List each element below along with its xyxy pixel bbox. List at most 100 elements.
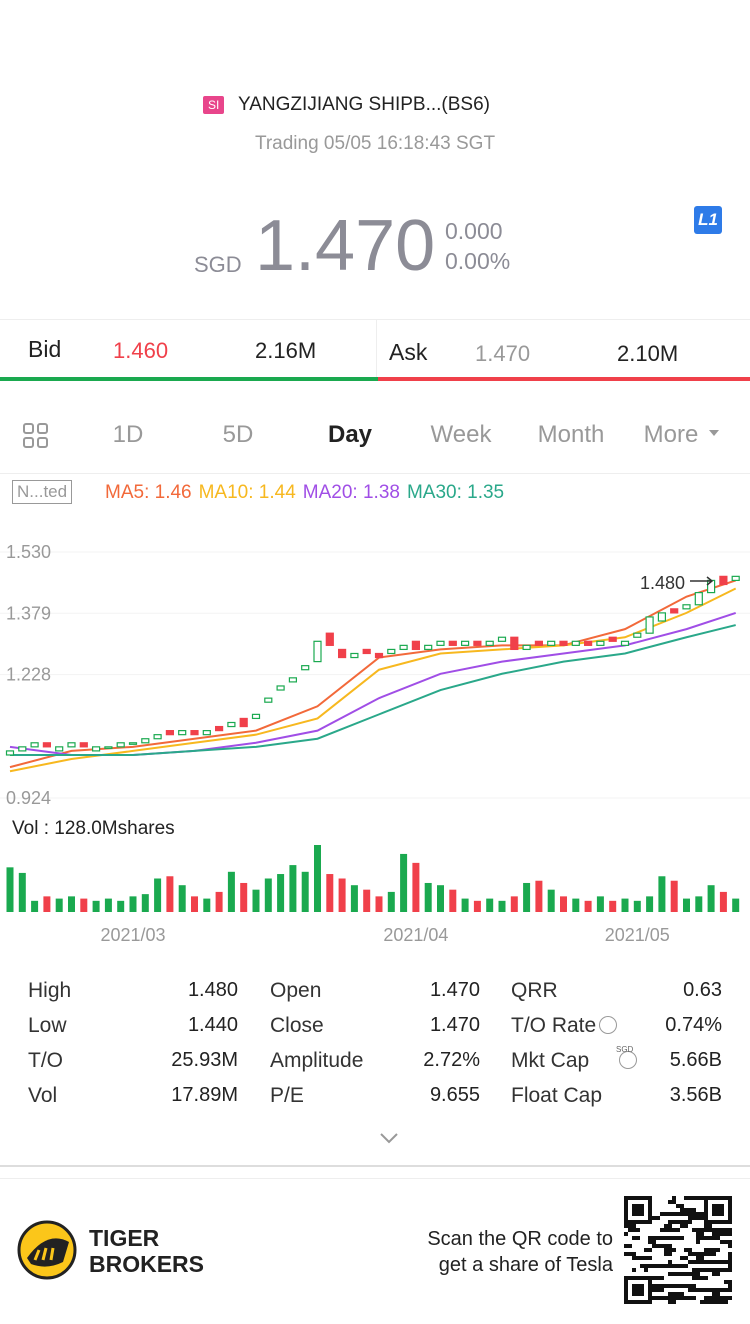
y-tick-label: 1.228 [6,665,51,685]
qr-module [656,1276,660,1280]
qr-module [632,1220,636,1224]
bid-bar [0,377,378,381]
qr-module [724,1196,728,1200]
qr-module [696,1228,700,1232]
qr-module [624,1232,628,1236]
qr-module [712,1228,716,1232]
candle-body [534,640,544,646]
qr-module [668,1296,672,1300]
qr-module [676,1228,680,1232]
qr-module [664,1212,668,1216]
qr-module [720,1212,724,1216]
candle-body [5,750,15,756]
qr-module [704,1212,708,1216]
qr-module [672,1292,676,1296]
qr-module [696,1272,700,1276]
qr-module [712,1272,716,1276]
qr-module [704,1300,708,1304]
qr-module [668,1264,672,1268]
qr-module [668,1260,672,1264]
qr-module [696,1240,700,1244]
qr-module [652,1296,656,1300]
qr-module [700,1276,704,1280]
tab[interactable]: Day [327,421,373,448]
legend-item: MA20: 1.38 [302,482,400,503]
qr-module [632,1288,636,1292]
layout-icon[interactable] [22,422,50,450]
qr-module [664,1248,668,1252]
volume-bar [658,876,666,912]
y-tick-label: 0.924 [6,788,51,808]
tab[interactable]: 5D [222,421,254,448]
stat-value: 1.440 [187,1014,238,1036]
qr-module [644,1264,648,1268]
qr-module [728,1288,732,1292]
qr-module [716,1248,720,1252]
level-badge[interactable]: L1 [694,206,722,234]
adjust-button[interactable]: N...ted [12,480,73,504]
qr-module [680,1256,684,1260]
qr-module [728,1284,732,1288]
qr-module [652,1236,656,1240]
qr-module [640,1288,644,1292]
qr-module [728,1220,732,1224]
candle-body [510,636,519,651]
qr-module [672,1300,676,1304]
candle-body [141,738,150,744]
volume-bar [695,896,703,912]
qr-module [676,1264,680,1268]
y-tick-label: 1.379 [6,603,51,623]
qr-module [700,1252,704,1256]
volume-bar [31,900,39,912]
tab[interactable]: More [643,421,699,448]
info-icon[interactable] [599,1016,617,1034]
qr-module [688,1220,692,1224]
candle-body [387,648,396,655]
volume-bar [683,898,690,912]
info-icon[interactable] [619,1051,637,1069]
legend-item: MA30: 1.35 [406,482,505,503]
qr-module [676,1212,680,1216]
qr-module [716,1212,720,1216]
qr-module [720,1228,724,1232]
qr-module [696,1252,700,1256]
volume-bar [732,898,740,912]
candle-body [91,746,101,752]
qr-module [684,1196,688,1200]
stat-value: 1.470 [429,979,480,1001]
candle-body [657,612,667,622]
qr-module [652,1284,656,1288]
qr-module [708,1236,712,1240]
candle-body [215,725,224,732]
qr-module [672,1220,676,1224]
qr-module [632,1224,636,1228]
tab[interactable]: Month [537,421,605,448]
candle-body [190,730,199,736]
volume-bar [412,862,420,912]
qr-module [624,1296,628,1300]
ma-line [9,587,737,773]
tab[interactable]: Week [430,421,492,448]
candle-body [128,742,138,745]
volume-bar [314,845,321,912]
qr-module [640,1284,644,1288]
candle-body [264,697,273,703]
expand-arrow[interactable] [378,1130,400,1146]
volume-bar [375,896,383,912]
qr-module [648,1292,652,1296]
qr-module [704,1204,708,1208]
qr-code[interactable] [624,1196,732,1304]
stock-name[interactable]: YANGZIJIANG SHIPB...(BS6) [238,94,490,115]
qr-module [716,1300,720,1304]
qr-module [688,1212,692,1216]
volume-bar [449,889,457,912]
tab[interactable]: 1D [112,421,144,448]
stat-value: 25.93M [171,1049,238,1071]
qr-module [712,1252,716,1256]
qr-module [624,1280,628,1284]
qr-module [712,1268,716,1272]
qr-module [676,1272,680,1276]
qr-module [624,1200,628,1204]
candle-body [362,648,371,655]
volume-bar [141,894,149,912]
